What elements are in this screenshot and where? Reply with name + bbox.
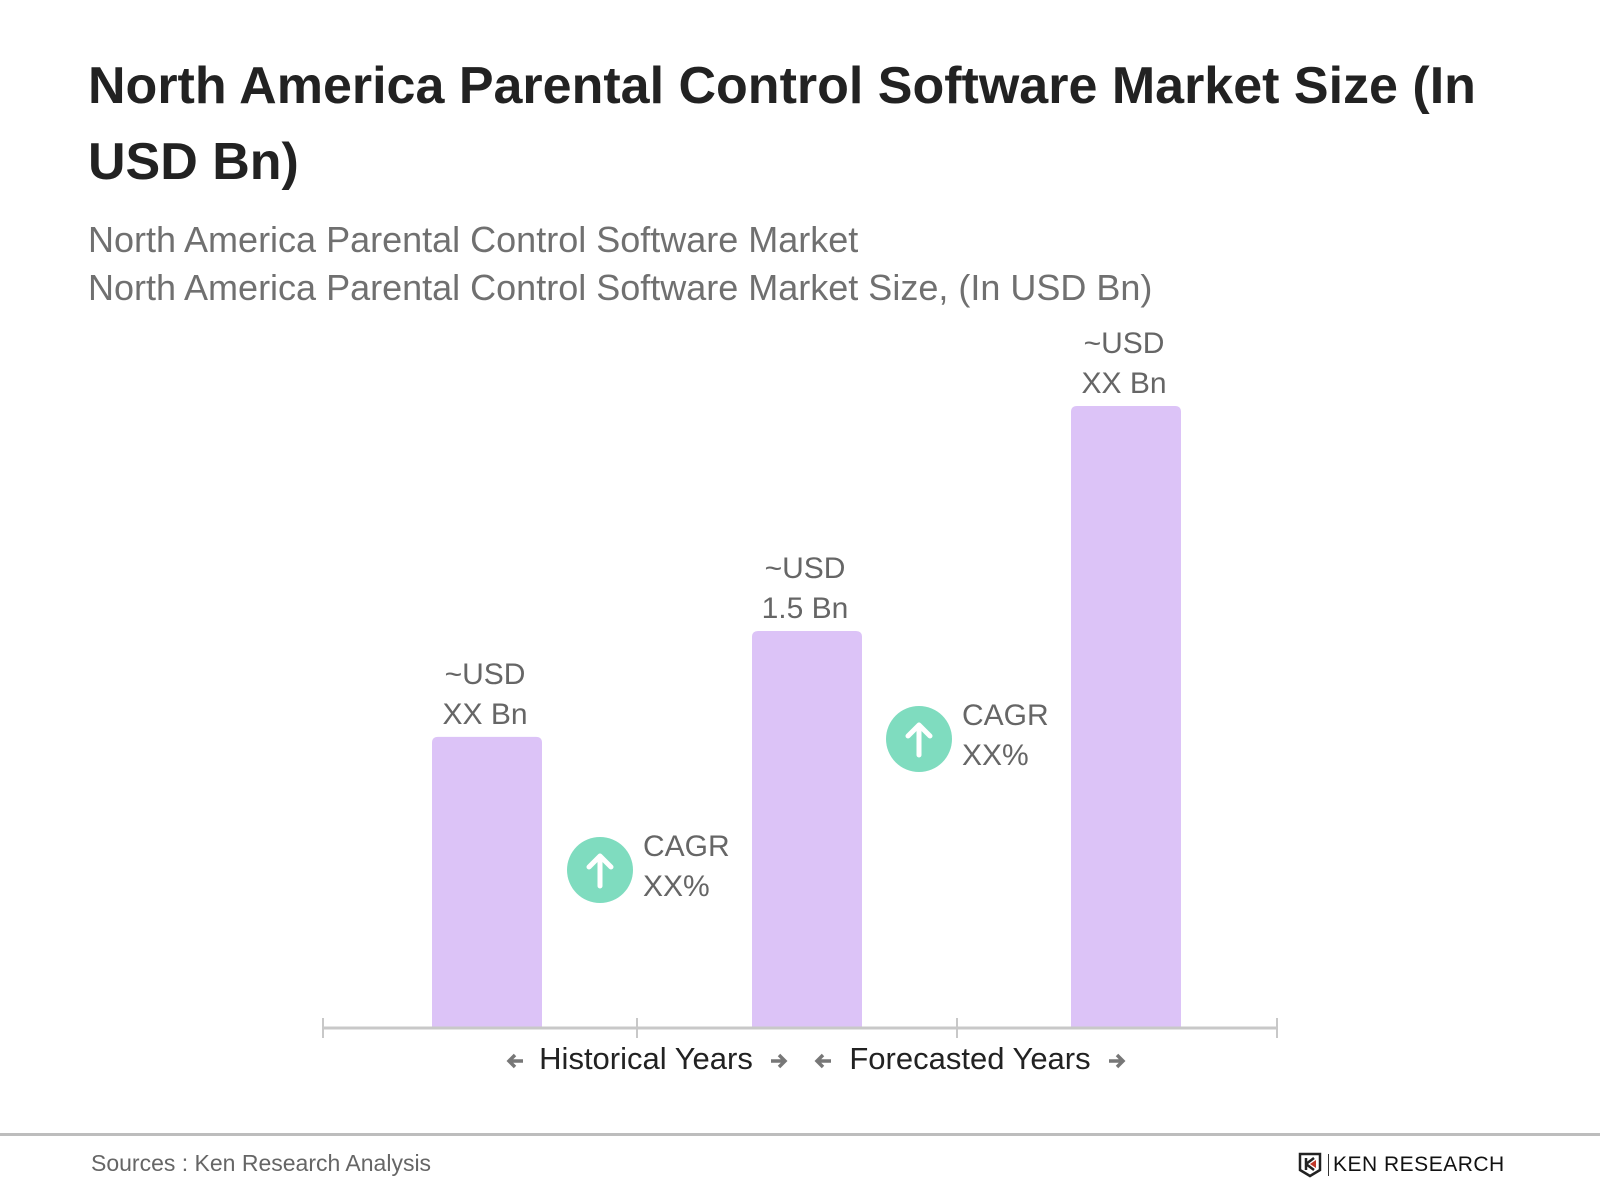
data-label: XX Bn: [1081, 367, 1166, 400]
subtitle-line-2: North America Parental Control Software …: [88, 267, 1153, 308]
period-label: Historical Years: [539, 1041, 753, 1076]
arrow-left-icon: [506, 1053, 523, 1069]
cagr-value: XX%: [962, 739, 1029, 772]
data-label: ~USD: [1084, 327, 1165, 360]
data-label: XX Bn: [442, 698, 527, 731]
chart-title: North America Parental Control Software …: [88, 57, 1476, 191]
bar: [1071, 406, 1181, 1028]
cagr-label: CAGR: [643, 830, 730, 863]
footer-divider: [0, 1133, 1600, 1136]
arrow-up-icon: [905, 722, 933, 758]
cagr-value: XX%: [643, 870, 710, 903]
arrow-up-icon: [586, 853, 614, 889]
source-note: Sources : Ken Research Analysis: [91, 1150, 432, 1176]
data-label: 1.5 Bn: [762, 592, 849, 625]
ken-logo-icon: [1298, 1152, 1322, 1178]
chart-subtitle: North America Parental Control Software …: [88, 216, 1152, 312]
arrow-right-icon: [771, 1053, 788, 1069]
arrow-right-icon: [1109, 1053, 1126, 1069]
bar: [752, 631, 862, 1028]
cagr-label: CAGR: [962, 699, 1049, 732]
period-label: Forecasted Years: [849, 1041, 1090, 1076]
bar-chart: ~USD XX Bn ~USD 1.5 Bn ~USD XX Bn CAGR XX% CAGR X…: [322, 327, 1278, 1076]
arrow-left-icon: [814, 1053, 831, 1069]
data-label: ~USD: [445, 658, 526, 691]
subtitle-line-1: North America Parental Control Software …: [88, 219, 859, 260]
logo-text: KEN RESEARCH: [1333, 1153, 1505, 1176]
data-label: ~USD: [765, 552, 846, 585]
ken-research-logo: KEN RESEARCH: [1298, 1152, 1505, 1178]
bar: [432, 736, 542, 1028]
